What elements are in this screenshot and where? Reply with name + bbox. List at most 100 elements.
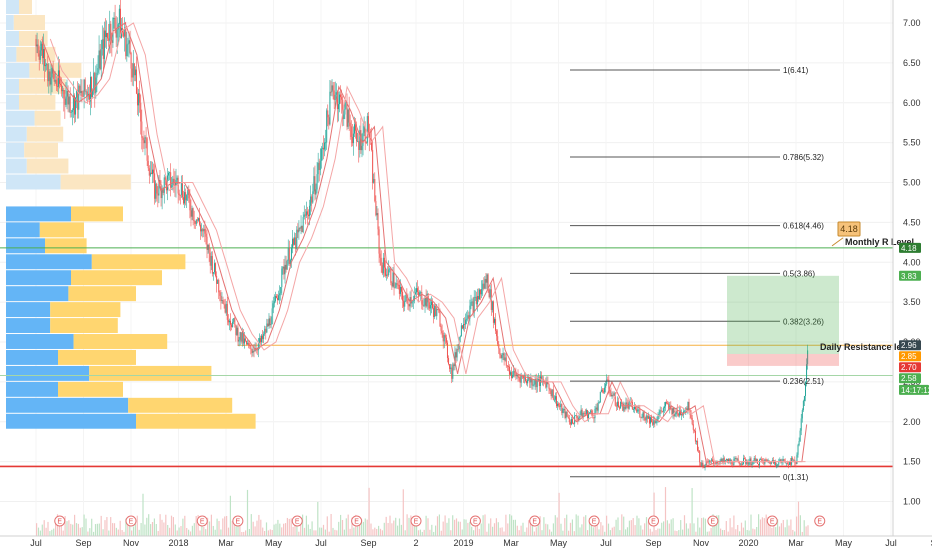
volume-bar bbox=[214, 529, 216, 536]
candle-body bbox=[757, 463, 759, 466]
candle-body bbox=[91, 76, 93, 97]
candle-body bbox=[790, 461, 792, 465]
profile-down-bar bbox=[19, 0, 32, 15]
volume-bar bbox=[151, 522, 154, 536]
volume-bar bbox=[691, 488, 693, 536]
volume-bar bbox=[77, 523, 79, 536]
volume-bar bbox=[210, 514, 212, 536]
candle-body bbox=[130, 52, 132, 69]
candle-body bbox=[452, 364, 454, 379]
x-tick-label: Sep bbox=[360, 538, 376, 548]
earnings-icon bbox=[707, 515, 719, 527]
candle-body bbox=[796, 454, 798, 464]
x-tick-label: Sep bbox=[645, 538, 661, 548]
candle-body bbox=[661, 410, 663, 412]
volume-bar bbox=[87, 531, 89, 536]
candle-body bbox=[647, 416, 649, 419]
candle-body bbox=[94, 72, 96, 94]
candle-body bbox=[683, 411, 685, 415]
volume-bar bbox=[583, 516, 585, 536]
candle-body bbox=[782, 459, 784, 462]
candle-body bbox=[124, 27, 126, 37]
candle-body bbox=[304, 214, 306, 216]
candle-body bbox=[327, 110, 329, 118]
candle-body bbox=[423, 305, 425, 307]
candle-body bbox=[313, 176, 315, 192]
profile-up-bar bbox=[6, 110, 35, 126]
candle-body bbox=[306, 211, 308, 215]
candle-body bbox=[108, 38, 110, 41]
candle-body bbox=[516, 375, 518, 377]
candle-body bbox=[450, 367, 452, 369]
candle-body bbox=[404, 301, 406, 307]
candle-body bbox=[141, 121, 143, 138]
volume-bar bbox=[682, 529, 684, 536]
volume-bar bbox=[750, 514, 752, 536]
volume-bar bbox=[193, 523, 195, 536]
candle-body bbox=[769, 462, 771, 464]
candle-body bbox=[723, 458, 725, 462]
candle-body bbox=[785, 462, 787, 464]
x-tick-label: Mar bbox=[503, 538, 519, 548]
candle-body bbox=[203, 228, 205, 232]
y-tick-label: 1.00 bbox=[903, 497, 921, 507]
volume-bar bbox=[338, 521, 340, 536]
moving-average-line bbox=[49, 22, 806, 467]
candle-body bbox=[317, 162, 319, 175]
candle-body bbox=[272, 303, 274, 309]
profile-down-bar bbox=[29, 62, 82, 78]
volume-bar bbox=[659, 528, 661, 536]
candle-body bbox=[640, 416, 642, 418]
volume-bar bbox=[273, 524, 275, 536]
candle-body bbox=[199, 218, 201, 225]
candle-body bbox=[337, 104, 339, 110]
fib-label: 0.618(4.46) bbox=[783, 222, 824, 231]
earnings-icon bbox=[469, 515, 481, 527]
candle-body bbox=[469, 305, 471, 319]
profile-up-bar bbox=[6, 349, 58, 365]
candle-body bbox=[367, 116, 369, 133]
candle-body bbox=[433, 308, 435, 318]
volume-bar bbox=[281, 527, 283, 536]
volume-bar bbox=[547, 524, 549, 536]
candle-body bbox=[215, 263, 217, 276]
volume-bar bbox=[62, 530, 64, 536]
volume-bar bbox=[150, 524, 152, 536]
candle-body bbox=[320, 148, 322, 161]
candle-body bbox=[302, 217, 304, 233]
candle-body bbox=[741, 463, 743, 465]
candle-body bbox=[59, 70, 61, 84]
candle-body bbox=[568, 418, 570, 423]
volume-bar bbox=[746, 529, 748, 536]
candle-body bbox=[37, 44, 39, 54]
candle-body bbox=[374, 179, 376, 202]
candle-body bbox=[61, 84, 63, 92]
candle-body bbox=[79, 85, 81, 94]
candle-body bbox=[493, 318, 495, 323]
candle-body bbox=[748, 462, 750, 465]
candle-body bbox=[112, 17, 114, 43]
candle-body bbox=[164, 177, 166, 180]
volume-bar bbox=[790, 519, 792, 536]
candle-body bbox=[464, 324, 466, 325]
candle-body bbox=[589, 412, 591, 414]
candle-body bbox=[219, 292, 221, 296]
volume-bar bbox=[131, 530, 133, 536]
candle-body bbox=[373, 179, 375, 183]
volume-bar bbox=[577, 515, 579, 536]
candle-body bbox=[653, 420, 655, 425]
candle-body bbox=[672, 408, 674, 415]
profile-down-bar bbox=[39, 222, 84, 238]
volume-bar bbox=[309, 528, 311, 536]
candle-body bbox=[282, 266, 284, 269]
profile-down-bar bbox=[50, 318, 118, 334]
volume-bar bbox=[474, 524, 477, 536]
candle-body bbox=[630, 401, 632, 403]
candle-body bbox=[737, 458, 739, 462]
candle-body bbox=[334, 94, 336, 101]
candle-body bbox=[623, 406, 625, 411]
volume-bar bbox=[484, 514, 486, 536]
volume-bar bbox=[144, 524, 146, 536]
volume-bar bbox=[482, 515, 484, 536]
